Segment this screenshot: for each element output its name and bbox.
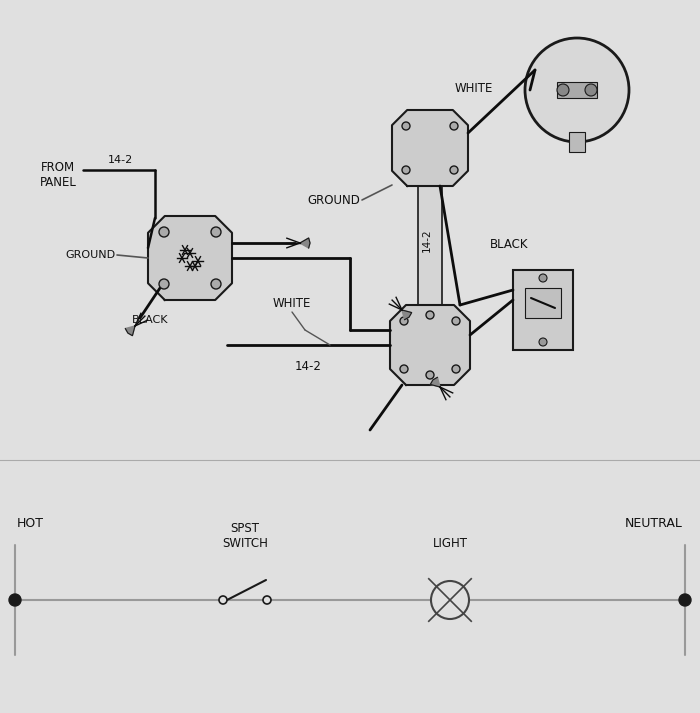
Circle shape: [525, 38, 629, 142]
Text: WHITE: WHITE: [273, 297, 312, 310]
Polygon shape: [300, 238, 310, 248]
Bar: [513, 270, 573, 350]
Text: 14-2: 14-2: [422, 228, 432, 252]
Circle shape: [557, 84, 569, 96]
Bar: [569, 132, 585, 152]
Circle shape: [402, 166, 410, 174]
Text: BLACK: BLACK: [132, 315, 168, 325]
Text: LIGHT: LIGHT: [433, 537, 468, 550]
Circle shape: [426, 371, 434, 379]
Circle shape: [211, 227, 221, 237]
Polygon shape: [148, 216, 232, 300]
Polygon shape: [125, 326, 135, 336]
Text: GROUND: GROUND: [307, 193, 360, 207]
Text: 14-2: 14-2: [107, 155, 132, 165]
Circle shape: [585, 84, 597, 96]
Polygon shape: [430, 377, 440, 387]
Circle shape: [402, 122, 410, 130]
Bar: [525, 288, 561, 318]
Circle shape: [452, 317, 460, 325]
Circle shape: [263, 596, 271, 604]
Circle shape: [430, 580, 470, 620]
Circle shape: [539, 274, 547, 282]
Circle shape: [211, 279, 221, 289]
Text: 14-2: 14-2: [295, 360, 321, 373]
Circle shape: [452, 365, 460, 373]
Polygon shape: [390, 305, 470, 385]
Text: FROM
PANEL: FROM PANEL: [40, 161, 76, 189]
Text: BLACK: BLACK: [490, 239, 528, 252]
Circle shape: [159, 279, 169, 289]
Text: NEUTRAL: NEUTRAL: [625, 517, 683, 530]
Circle shape: [679, 594, 691, 606]
Circle shape: [450, 166, 458, 174]
Text: SPST
SWITCH: SPST SWITCH: [222, 522, 268, 550]
Circle shape: [219, 596, 227, 604]
Circle shape: [400, 317, 408, 325]
Bar: [557, 82, 597, 98]
Circle shape: [9, 594, 21, 606]
Polygon shape: [392, 110, 468, 186]
Text: GROUND: GROUND: [65, 250, 115, 260]
Bar: [418, 175, 442, 305]
Circle shape: [426, 311, 434, 319]
Circle shape: [431, 581, 469, 619]
Circle shape: [159, 227, 169, 237]
Circle shape: [400, 365, 408, 373]
Circle shape: [539, 338, 547, 346]
Circle shape: [450, 122, 458, 130]
Polygon shape: [402, 310, 412, 319]
Text: WHITE: WHITE: [455, 82, 493, 95]
Text: HOT: HOT: [17, 517, 44, 530]
